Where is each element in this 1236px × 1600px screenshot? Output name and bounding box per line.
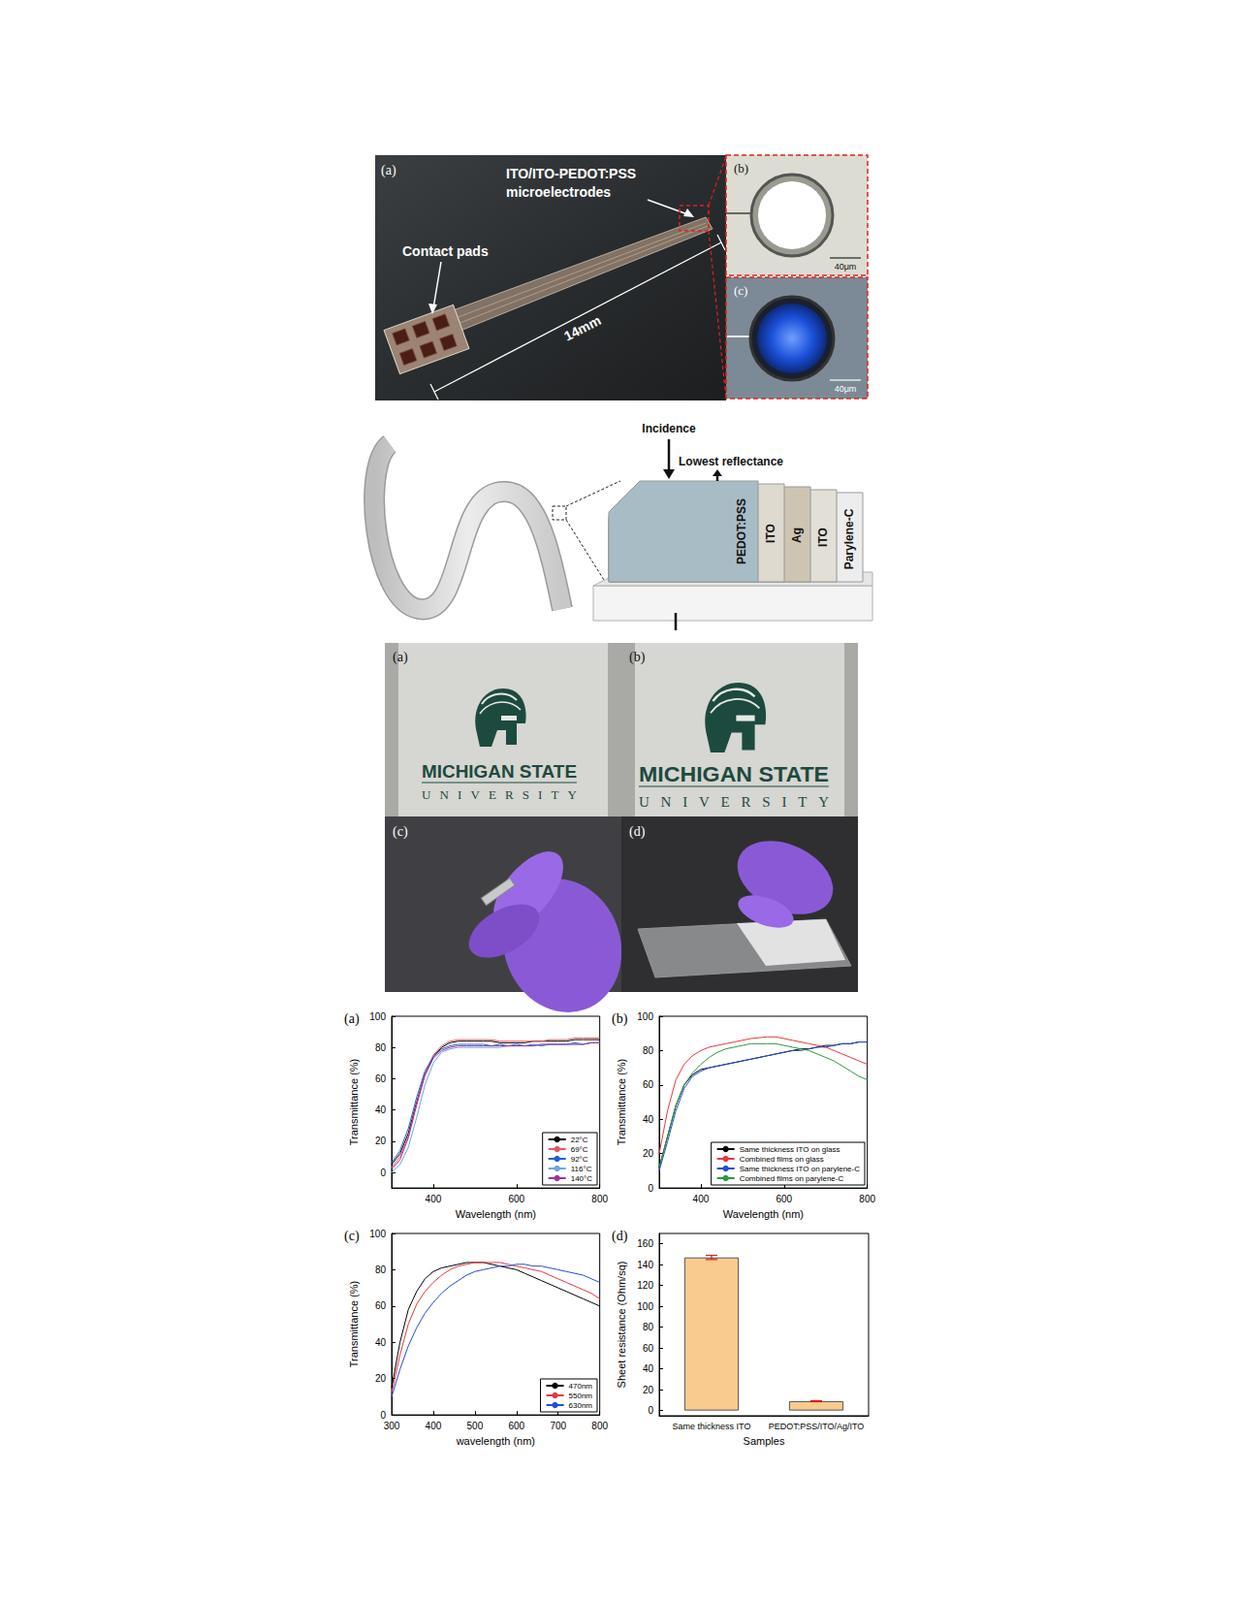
svg-text:400: 400 [693, 1193, 710, 1205]
svg-text:Same thickness ITO on glass: Same thickness ITO on glass [739, 1144, 841, 1154]
svg-text:40: 40 [642, 1362, 655, 1374]
svg-text:700: 700 [549, 1420, 567, 1431]
svg-text:(d): (d) [611, 1228, 629, 1244]
svg-text:22°C: 22°C [570, 1135, 589, 1144]
svg-text:Combined films on parylene-C: Combined films on parylene-C [739, 1173, 845, 1183]
svg-text:40: 40 [642, 1113, 655, 1125]
svg-text:Lowest reflectance: Lowest reflectance [678, 454, 784, 469]
svg-text:100: 100 [636, 1011, 654, 1022]
svg-text:Wavelength (nm): Wavelength (nm) [723, 1207, 804, 1220]
svg-text:ITO/ITO-PEDOT:PSS: ITO/ITO-PEDOT:PSS [506, 165, 636, 182]
svg-text:UNIVERSITY: UNIVERSITY [421, 787, 578, 802]
svg-text:400: 400 [425, 1193, 443, 1205]
svg-text:60: 60 [375, 1299, 387, 1311]
svg-text:0: 0 [647, 1182, 654, 1194]
svg-text:Ag: Ag [790, 527, 804, 543]
svg-text:600: 600 [507, 1420, 525, 1431]
svg-text:(c): (c) [392, 824, 409, 840]
svg-text:60: 60 [642, 1342, 655, 1354]
svg-text:(b): (b) [611, 1011, 629, 1027]
svg-text:0: 0 [380, 1167, 386, 1178]
svg-text:60: 60 [642, 1078, 655, 1090]
svg-text:Transmittance (%): Transmittance (%) [348, 1058, 360, 1145]
svg-text:116°C: 116°C [570, 1164, 593, 1173]
svg-text:120: 120 [636, 1279, 654, 1291]
svg-text:Transmittance (%): Transmittance (%) [615, 1058, 628, 1145]
svg-text:PEDOT:PSS/ITO/Ag/ITO: PEDOT:PSS/ITO/Ag/ITO [768, 1421, 865, 1431]
svg-text:Contact pads: Contact pads [402, 243, 489, 259]
svg-text:UNIVERSITY: UNIVERSITY [638, 793, 829, 810]
svg-text:PEDOT:PSS: PEDOT:PSS [734, 498, 749, 565]
svg-text:MICHIGAN STATE: MICHIGAN STATE [421, 760, 577, 782]
svg-text:ITO: ITO [763, 523, 778, 543]
svg-text:microelectrodes: microelectrodes [506, 184, 611, 200]
svg-text:800: 800 [591, 1193, 608, 1205]
svg-text:40: 40 [375, 1336, 387, 1348]
svg-text:140: 140 [636, 1259, 654, 1270]
svg-text:160: 160 [636, 1237, 654, 1249]
svg-text:ITO: ITO [816, 527, 830, 547]
svg-text:Samples: Samples [743, 1434, 786, 1447]
svg-text:400: 400 [425, 1420, 443, 1431]
svg-text:Combined films on glass: Combined films on glass [739, 1154, 824, 1164]
svg-text:Parylene-C: Parylene-C [842, 507, 856, 570]
svg-text:630nm: 630nm [569, 1400, 594, 1410]
svg-text:20: 20 [642, 1384, 655, 1395]
svg-text:20: 20 [642, 1147, 655, 1159]
svg-text:20: 20 [375, 1372, 387, 1384]
svg-text:80: 80 [375, 1264, 387, 1275]
svg-text:500: 500 [467, 1420, 484, 1431]
svg-text:100: 100 [636, 1300, 654, 1312]
svg-text:(c): (c) [344, 1228, 360, 1244]
svg-text:80: 80 [642, 1321, 655, 1332]
svg-text:Same thickness ITO: Same thickness ITO [672, 1421, 752, 1431]
svg-text:80: 80 [375, 1042, 387, 1053]
svg-text:(c): (c) [733, 283, 748, 298]
svg-text:(b): (b) [629, 649, 646, 666]
svg-text:550nm: 550nm [569, 1391, 594, 1400]
svg-text:800: 800 [858, 1193, 876, 1205]
svg-text:14mm: 14mm [561, 312, 603, 345]
svg-text:(a): (a) [344, 1011, 360, 1027]
svg-text:140°C: 140°C [570, 1173, 594, 1183]
svg-text:92°C: 92°C [570, 1154, 589, 1164]
svg-text:800: 800 [591, 1420, 608, 1431]
svg-text:Incidence: Incidence [641, 421, 697, 436]
svg-text:(d): (d) [629, 824, 646, 840]
svg-text:(b): (b) [733, 160, 749, 176]
svg-text:40μm: 40μm [834, 261, 857, 272]
svg-text:470nm: 470nm [569, 1381, 594, 1391]
svg-text:0: 0 [647, 1404, 654, 1416]
svg-text:0: 0 [380, 1409, 386, 1421]
svg-text:69°C: 69°C [570, 1144, 589, 1154]
svg-text:80: 80 [642, 1045, 655, 1056]
svg-text:40: 40 [375, 1104, 387, 1115]
svg-text:wavelength (nm): wavelength (nm) [455, 1434, 536, 1447]
svg-text:MICHIGAN STATE: MICHIGAN STATE [638, 761, 829, 787]
svg-text:Transmittance (%): Transmittance (%) [348, 1280, 360, 1367]
svg-text:100: 100 [369, 1228, 386, 1239]
svg-text:Same thickness ITO on parylene: Same thickness ITO on parylene-C [739, 1164, 861, 1173]
svg-text:600: 600 [507, 1193, 525, 1205]
svg-text:40μm: 40μm [834, 383, 857, 394]
svg-text:20: 20 [375, 1135, 387, 1146]
svg-text:Sheet resistance (Ohm/sq): Sheet resistance (Ohm/sq) [615, 1261, 628, 1389]
svg-text:600: 600 [775, 1193, 793, 1205]
svg-text:300: 300 [383, 1420, 401, 1431]
svg-text:60: 60 [375, 1073, 387, 1084]
svg-text:Wavelength (nm): Wavelength (nm) [455, 1207, 537, 1220]
svg-text:100: 100 [369, 1011, 386, 1022]
svg-text:(a): (a) [392, 649, 409, 666]
svg-text:(a): (a) [380, 162, 397, 179]
